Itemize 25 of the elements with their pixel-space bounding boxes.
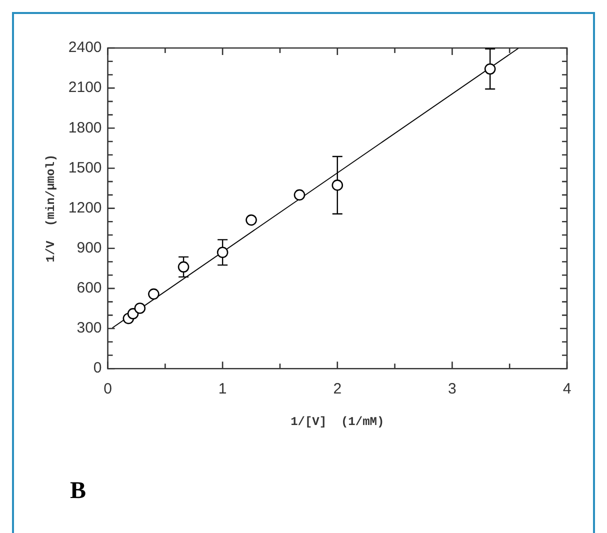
y-tick-label: 1200 <box>68 199 102 216</box>
y-tick-label: 0 <box>93 360 102 377</box>
y-tick-label: 1800 <box>68 119 102 136</box>
y-tick-label: 2100 <box>68 79 102 96</box>
y-tick-label: 1500 <box>68 159 102 176</box>
y-axis-title: 1/V (min/µmol) <box>44 154 58 262</box>
point <box>484 63 496 75</box>
x-tick-label: 2 <box>333 380 342 398</box>
x-axis-title: 1/[V] (1/mM) <box>290 414 384 429</box>
y-tick-label: 600 <box>76 280 102 297</box>
point <box>134 302 146 314</box>
text: B <box>70 478 86 505</box>
point <box>246 214 257 226</box>
y-tick-label: 300 <box>76 320 102 337</box>
point <box>148 288 160 300</box>
point <box>178 261 190 273</box>
y-tick-label: 2400 <box>68 39 102 56</box>
point <box>332 180 344 191</box>
y-tick-label: 900 <box>76 240 102 257</box>
x-tick-label: 1 <box>218 380 227 398</box>
point <box>294 189 306 201</box>
x-tick-label: 3 <box>448 380 456 398</box>
point <box>216 246 228 258</box>
x-tick-label: 4 <box>562 380 572 398</box>
point <box>127 308 139 320</box>
